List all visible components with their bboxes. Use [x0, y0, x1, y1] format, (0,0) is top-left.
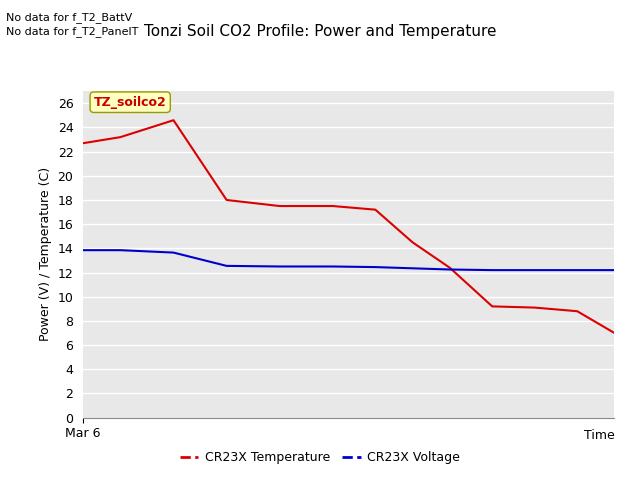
Legend: CR23X Temperature, CR23X Voltage: CR23X Temperature, CR23X Voltage — [175, 446, 465, 469]
Text: Tonzi Soil CO2 Profile: Power and Temperature: Tonzi Soil CO2 Profile: Power and Temper… — [144, 24, 496, 39]
Text: TZ_soilco2: TZ_soilco2 — [94, 96, 166, 108]
Text: No data for f_T2_BattV: No data for f_T2_BattV — [6, 12, 132, 23]
Text: No data for f_T2_PanelT: No data for f_T2_PanelT — [6, 26, 139, 37]
Y-axis label: Power (V) / Temperature (C): Power (V) / Temperature (C) — [39, 168, 52, 341]
Text: Time: Time — [584, 429, 614, 442]
